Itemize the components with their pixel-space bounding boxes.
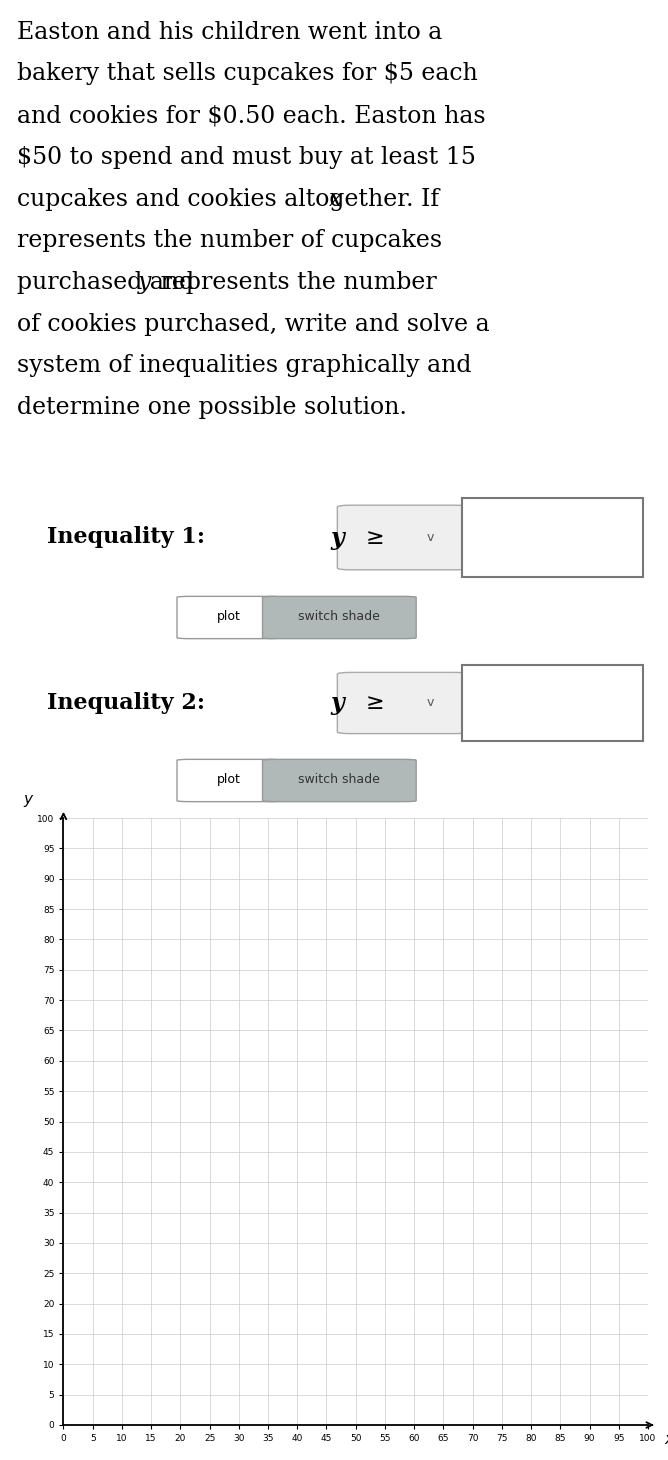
FancyBboxPatch shape <box>337 673 468 733</box>
Text: ≥: ≥ <box>366 694 385 712</box>
Text: plot: plot <box>217 610 240 623</box>
FancyBboxPatch shape <box>263 759 416 802</box>
FancyBboxPatch shape <box>177 596 281 638</box>
Text: Inequality 2:: Inequality 2: <box>47 692 212 714</box>
Text: ≥: ≥ <box>366 527 385 548</box>
Text: purchased and: purchased and <box>17 272 202 293</box>
FancyBboxPatch shape <box>462 666 643 740</box>
Text: x: x <box>329 187 343 210</box>
Text: plot: plot <box>217 774 240 785</box>
Text: y: y <box>331 526 345 549</box>
Text: switch shade: switch shade <box>299 774 380 785</box>
FancyBboxPatch shape <box>177 759 281 802</box>
Text: switch shade: switch shade <box>299 610 380 623</box>
Text: Inequality 1:: Inequality 1: <box>47 527 212 549</box>
Text: and cookies for $0.50 each. Easton has: and cookies for $0.50 each. Easton has <box>17 104 486 127</box>
FancyBboxPatch shape <box>263 596 416 638</box>
Text: represents the number of cupcakes: represents the number of cupcakes <box>17 229 442 253</box>
Text: $y$: $y$ <box>23 793 34 809</box>
Text: v: v <box>426 531 434 545</box>
Text: bakery that sells cupcakes for $5 each: bakery that sells cupcakes for $5 each <box>17 63 478 86</box>
Text: y: y <box>138 272 152 293</box>
Text: system of inequalities graphically and: system of inequalities graphically and <box>17 355 471 378</box>
Text: $50 to spend and must buy at least 15: $50 to spend and must buy at least 15 <box>17 146 476 169</box>
Text: $x$: $x$ <box>664 1434 668 1447</box>
Text: of cookies purchased, write and solve a: of cookies purchased, write and solve a <box>17 312 490 336</box>
Text: y: y <box>331 691 345 715</box>
Text: represents the number: represents the number <box>153 272 437 293</box>
FancyBboxPatch shape <box>337 505 468 569</box>
Text: cupcakes and cookies altogether. If: cupcakes and cookies altogether. If <box>17 187 446 210</box>
Text: v: v <box>426 696 434 710</box>
Text: determine one possible solution.: determine one possible solution. <box>17 396 407 419</box>
FancyBboxPatch shape <box>462 498 643 577</box>
Text: Easton and his children went into a: Easton and his children went into a <box>17 20 442 44</box>
